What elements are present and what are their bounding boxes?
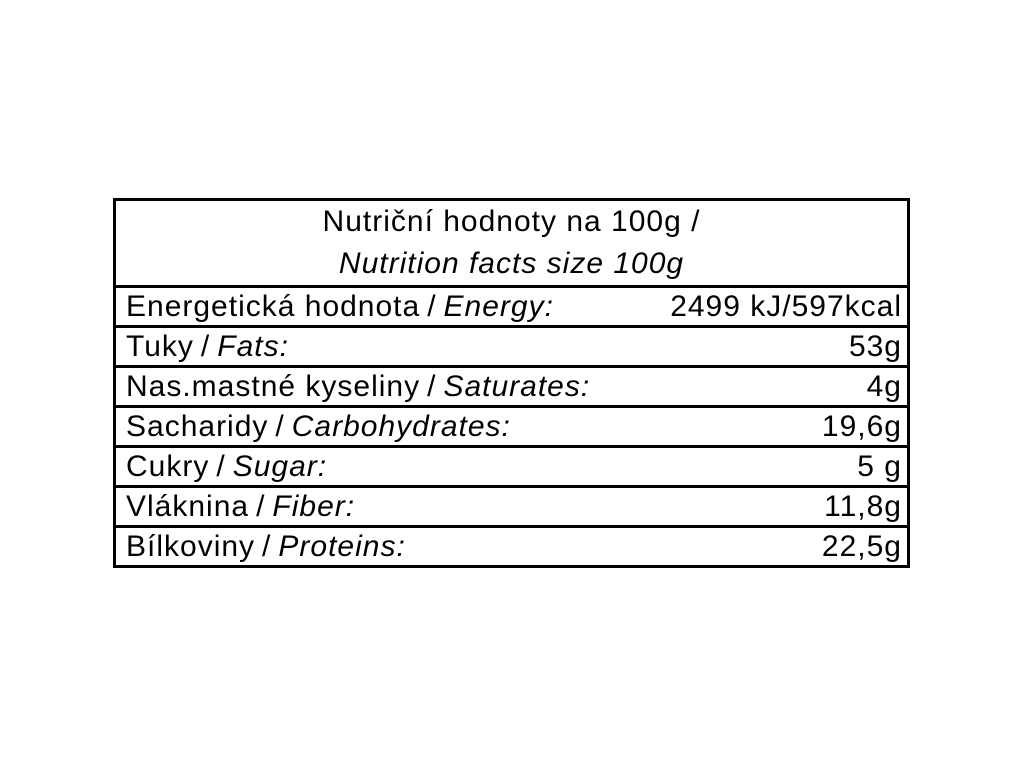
row-value: 11,8g xyxy=(824,489,902,523)
row-value: 2499 kJ/597kcal xyxy=(670,289,902,323)
row-label-czech: Vláknina xyxy=(126,489,250,523)
label-separator: / xyxy=(216,449,226,483)
table-title-english: Nutrition facts size 100g xyxy=(338,247,685,280)
table-row-saturates: Nas.mastné kyseliny / Saturates: 4g xyxy=(116,368,907,408)
row-label-czech: Nas.mastné kyseliny xyxy=(126,369,421,403)
table-title-czech: Nutriční hodnoty na 100g / xyxy=(322,205,701,238)
row-value: 53g xyxy=(848,329,902,363)
row-label-english: Saturates: xyxy=(443,369,591,403)
row-label-czech: Bílkoviny xyxy=(126,529,256,563)
row-label-czech: Sacharidy xyxy=(126,409,269,443)
label-separator: / xyxy=(200,329,211,363)
row-label-czech: Cukry xyxy=(126,449,210,483)
table-row-fiber: Vláknina / Fiber: 11,8g xyxy=(116,488,907,528)
table-row-sugar: Cukry / Sugar: 5 g xyxy=(116,448,907,488)
table-row-carbohydrates: Sacharidy / Carbohydrates: 19,6g xyxy=(116,408,907,448)
row-label-english: Proteins: xyxy=(278,529,406,563)
label-separator: / xyxy=(427,369,437,403)
label-separator: / xyxy=(275,409,285,443)
row-value: 22,5g xyxy=(821,529,902,563)
row-label-english: Fiber: xyxy=(272,489,356,523)
row-label-english: Energy: xyxy=(443,289,554,323)
table-row-energy: Energetická hodnota / Energy: 2499 kJ/59… xyxy=(116,288,907,328)
table-header: Nutriční hodnoty na 100g / Nutrition fac… xyxy=(116,201,907,288)
nutrition-facts-table: Nutriční hodnoty na 100g / Nutrition fac… xyxy=(113,198,910,568)
row-label-czech: Tuky xyxy=(126,329,194,363)
row-label-czech: Energetická hodnota xyxy=(126,289,421,323)
row-label-english: Sugar: xyxy=(232,449,328,483)
label-separator: / xyxy=(427,289,437,323)
table-row-proteins: Bílkoviny / Proteins: 22,5g xyxy=(116,528,907,565)
row-label-english: Fats: xyxy=(217,329,289,363)
label-separator: / xyxy=(256,489,266,523)
row-label-english: Carbohydrates: xyxy=(291,409,511,443)
row-value: 4g xyxy=(866,369,902,403)
table-row-fats: Tuky / Fats: 53g xyxy=(116,328,907,368)
label-separator: / xyxy=(262,529,272,563)
row-value: 19,6g xyxy=(821,409,902,443)
row-value: 5 g xyxy=(857,449,902,483)
